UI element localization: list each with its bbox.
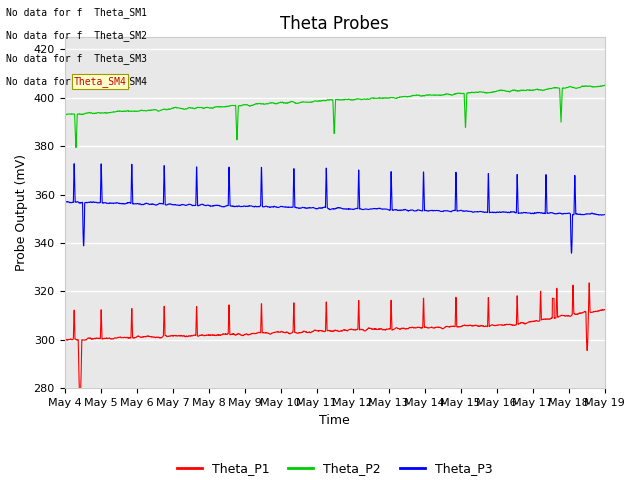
Theta_P2 (122, 108, 130, 114)
Theta_P3 (601, 212, 609, 217)
Line: Theta_P3: Theta_P3 (65, 164, 605, 253)
Theta_P1 (268, 330, 276, 336)
Theta_P3 (532, 210, 540, 216)
Theta_P3 (61, 199, 68, 205)
X-axis label: Time: Time (319, 414, 350, 427)
Theta_P2 (532, 86, 540, 92)
Theta_P3 (568, 250, 575, 256)
Theta_P2 (72, 144, 80, 150)
Theta_P3 (268, 204, 276, 210)
Theta_P2 (268, 100, 276, 106)
Theta_P2 (291, 100, 299, 106)
Theta_P2 (154, 108, 162, 114)
Theta_P2 (601, 83, 609, 88)
Text: No data for f  Theta_SM3: No data for f Theta_SM3 (6, 53, 147, 64)
Theta_P3 (291, 204, 299, 210)
Theta_P2 (600, 83, 608, 88)
Theta_P1 (591, 309, 598, 314)
Theta_P2 (590, 84, 598, 90)
Text: No data for f  Theta_SM1: No data for f Theta_SM1 (6, 7, 147, 18)
Theta_P1 (532, 318, 540, 324)
Theta_P1 (122, 335, 130, 341)
Y-axis label: Probe Output (mV): Probe Output (mV) (15, 155, 28, 271)
Theta_P1 (601, 307, 609, 312)
Theta_P3 (591, 211, 598, 216)
Theta_P3 (154, 201, 162, 207)
Theta_P1 (76, 397, 84, 403)
Theta_P1 (291, 330, 299, 336)
Theta_P1 (61, 336, 68, 342)
Title: Theta Probes: Theta Probes (280, 15, 389, 33)
Text: Theta_SM4: Theta_SM4 (74, 76, 127, 87)
Text: No data for f  Theta_SM2: No data for f Theta_SM2 (6, 30, 147, 41)
Line: Theta_P1: Theta_P1 (65, 283, 605, 400)
Text: No data for f  Theta_SM4: No data for f Theta_SM4 (6, 76, 147, 87)
Legend: Theta_P1, Theta_P2, Theta_P3: Theta_P1, Theta_P2, Theta_P3 (172, 457, 497, 480)
Theta_P3 (122, 201, 130, 206)
Theta_P1 (154, 335, 162, 340)
Theta_P2 (61, 112, 68, 118)
Line: Theta_P2: Theta_P2 (65, 85, 605, 147)
Theta_P1 (586, 280, 593, 286)
Theta_P3 (70, 161, 78, 167)
